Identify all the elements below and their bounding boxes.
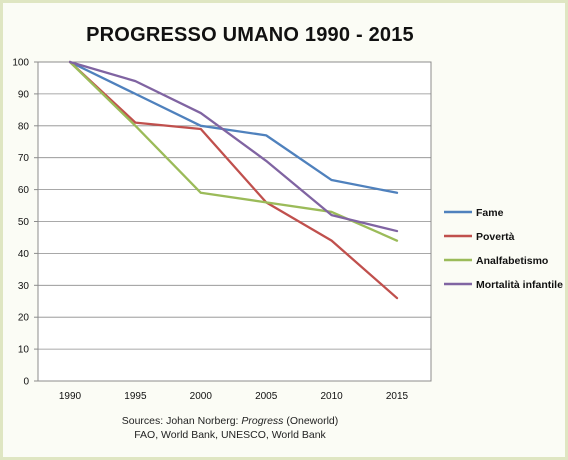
y-tick-label: 20 [18,313,30,324]
y-tick-label: 70 [18,153,30,164]
y-axis-ticks: 0 10 20 30 40 50 60 70 80 90 100 [12,58,38,388]
source-line-2: FAO, World Bank, UNESCO, World Bank [134,429,326,441]
x-axis-ticks: 1990 1995 2000 2005 2010 2015 [59,391,409,402]
legend-label: Fame [476,207,504,219]
series-line [68,60,399,233]
y-tick-label: 10 [18,345,30,356]
source-book-title: Progress [241,415,284,427]
x-tick-label: 2000 [190,391,213,402]
legend-label: Povertà [476,231,515,243]
y-tick-label: 90 [18,89,30,100]
source-prefix: Sources: Johan Norberg: [121,415,242,427]
y-tick-label: 60 [18,185,30,196]
grid-lines [38,93,431,350]
y-tick-label: 100 [12,58,29,69]
series-line [68,60,399,300]
y-tick-label: 40 [18,249,30,260]
y-tick-label: 80 [18,121,30,132]
x-tick-label: 2015 [386,391,409,402]
x-tick-label: 1995 [124,391,147,402]
series-line [68,60,399,194]
x-tick-label: 2010 [320,391,343,402]
x-tick-label: 1990 [59,391,82,402]
source-note: Sources: Johan Norberg: Progress (Onewor… [0,414,460,442]
source-line-1: Sources: Johan Norberg: Progress (Onewor… [0,414,460,428]
x-tick-label: 2005 [255,391,278,402]
y-tick-label: 0 [23,377,29,388]
y-tick-label: 50 [18,217,30,228]
legend: Fame Povertà Analfabetismo Mortalità infant… [444,207,563,291]
legend-label: Analfabetismo [476,255,548,267]
source-suffix: (Oneworld) [283,415,339,427]
chart-title: PROGRESSO UMANO 1990 - 2015 [86,24,414,46]
series-lines [68,60,399,300]
y-tick-label: 30 [18,281,30,292]
legend-label: Mortalità infantile [476,279,563,291]
